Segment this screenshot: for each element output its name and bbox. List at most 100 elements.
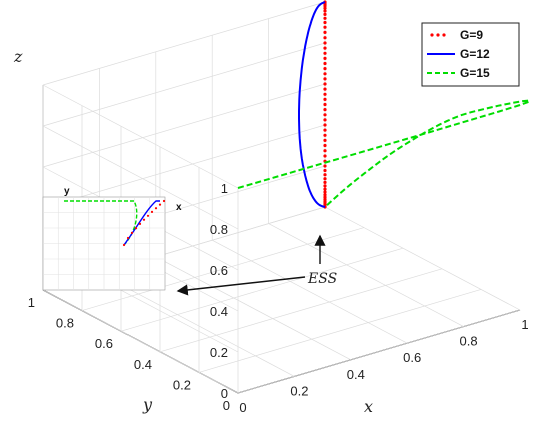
grid-line [237,309,521,394]
grid-line [42,125,239,230]
series-g9-point [323,16,327,20]
series-g9-point [323,173,327,177]
legend-entry-g15: G=15 [427,66,490,80]
series-g9-point [323,180,327,184]
inset-x-label: x [176,202,182,213]
grid-line [42,289,239,394]
legend-label-g9: G=9 [460,28,483,42]
series-g9-point [323,56,327,61]
series-g9-point [323,143,327,148]
grid-line [42,42,326,127]
y-tick-label: 0.2 [173,377,191,392]
x-tick-label: 1 [521,317,528,332]
legend-entry-g12: G=12 [427,47,490,61]
z-tick-label: 0.6 [210,263,228,278]
series-g9-point [323,72,327,76]
inset-y-label: y [64,186,70,197]
ess-arrow-left [176,276,306,296]
z-tick-label: 0.2 [210,345,228,360]
series-g9-point [323,102,327,107]
legend-entry-g9: G=9 [430,28,483,42]
z-axis-title: z [13,47,23,66]
series-g9-point [323,6,327,10]
series-g9-point [323,61,327,66]
series-g9-point [323,9,327,13]
series-g9-point [323,133,327,137]
legend: G=9 G=12 G=15 [421,22,520,87]
x-tick-label: 0.8 [460,334,478,349]
x-tick-label: 0 [239,400,246,415]
x-tick-label: 0.4 [347,367,365,382]
series-g9-point [323,20,327,25]
series-g9-point [323,123,327,127]
tick-labels: 00 0 0.2 0.2 0.2 0.4 0.4 0.4 0.6 0.6 0.6 0.8 0.8 0.8 1… [28,181,529,415]
y-axis-title: y [142,395,153,414]
inset-g9-point [130,231,134,234]
series-g9-point [323,97,327,101]
grid-line [159,268,443,353]
ess-label: ESS [307,271,337,287]
inset-g9-point [162,199,166,203]
inset-g9-point [122,243,126,247]
x-tick-label: 0.6 [403,350,421,365]
series-g9-point [323,92,327,96]
series-g9-point [323,195,327,199]
series-g9-point [323,82,327,86]
inset-grid [43,197,165,290]
series-g9-point [323,168,327,173]
ess-annotation: ESS [176,234,337,296]
inset-g12-line [123,200,160,246]
grid-line [42,1,326,86]
series-g9-point [323,36,327,40]
legend-label-g15: G=15 [460,66,490,80]
series-g9-point [323,4,327,8]
y-tick-label: 0 [223,398,230,413]
y-tick-label: 0.8 [56,316,74,331]
x-tick-label: 0.2 [290,383,308,398]
inset-g9-point [134,227,138,230]
grid-line [268,223,464,327]
series-g9-point [323,118,327,122]
z-tick-label: 1 [221,181,228,196]
series-g9-point [323,108,327,112]
series-g9-point [323,190,327,194]
series-g9-point [323,193,327,197]
series-g9-point [323,113,327,117]
z-tick-label: 0.4 [210,304,228,319]
grid-line [120,247,404,332]
series-g9-point [323,12,327,16]
series-g9-point [323,77,327,81]
y-tick-label: 0.4 [134,357,152,372]
grid-line [155,256,351,361]
series-g9-point [323,164,327,168]
inset-g9-point [126,236,130,240]
grid-line [42,84,239,189]
series-g9-point [323,67,327,71]
series-g9-point [323,46,327,50]
series-g9-point [323,184,327,188]
grid-line [99,273,295,377]
z-tick-label: 0 [221,386,228,401]
grid-line [212,239,408,344]
inset-g9-point [146,214,150,217]
grid-line [42,83,326,168]
series-g9-point [323,87,327,91]
series-g15-line [237,99,531,208]
y-tick-label: 0.6 [95,336,113,351]
series-g9-point [323,149,327,153]
series-g12-line [298,1,326,208]
inset-g9-point [158,203,162,206]
series-g9-point [323,51,327,55]
series-g9-point [323,128,327,132]
inset-g9-point [142,218,146,221]
inset-panel: y x [42,186,182,291]
series-g9-point [323,30,327,34]
series-group [237,0,531,209]
legend-label-g12: G=12 [460,47,490,61]
inset-g9-point [138,222,142,225]
series-g9-point [323,25,327,29]
series-g9-point [323,41,327,45]
inset-series [64,199,166,247]
grid-line [198,289,482,373]
